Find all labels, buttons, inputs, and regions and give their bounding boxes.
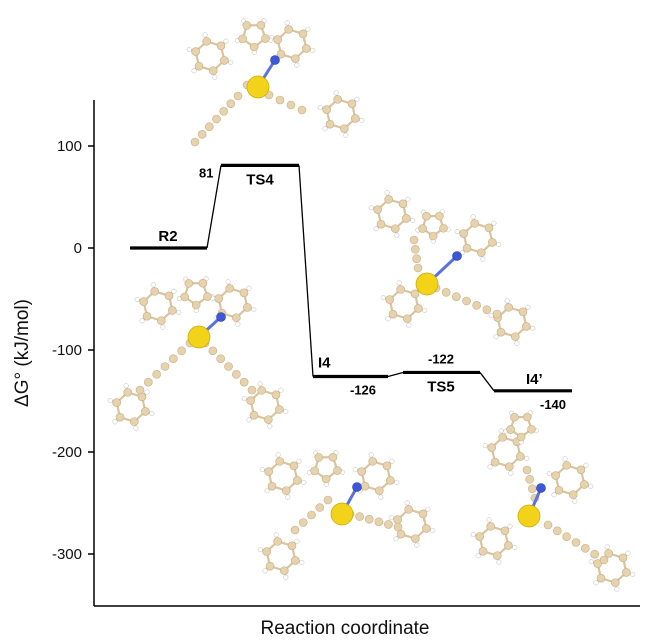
y-tick-label: 100 (57, 138, 82, 155)
connector-line (206, 165, 222, 249)
y-ticks: 100 0 -100 -200 -300 (52, 138, 94, 563)
y-tick-label: -300 (52, 546, 82, 563)
y-tick-label: 0 (74, 240, 82, 257)
r2-structure-icon (107, 276, 289, 431)
y-axis-label: ΔG° (kJ/mol) (12, 299, 33, 407)
state-label: R2 (158, 228, 177, 245)
y-tick-label: -100 (52, 342, 82, 359)
ts5-structure-icon (368, 190, 536, 346)
state-label: I4 (318, 355, 331, 372)
i4prime-structure-icon (470, 410, 636, 592)
state-label: TS5 (427, 378, 455, 395)
energy-value-label: -140 (540, 397, 566, 412)
connector-line (298, 165, 314, 377)
i4-structure-icon (257, 450, 436, 580)
connector-line (387, 371, 404, 378)
state-label: TS4 (246, 171, 274, 188)
energy-value-label: -122 (428, 351, 454, 366)
y-tick-label: -200 (52, 444, 82, 461)
state-label: I4’ (526, 371, 543, 388)
ts4-structure-icon (186, 18, 365, 147)
molecular-structures (107, 18, 636, 592)
x-axis-label: Reaction coordinate (261, 618, 430, 639)
axes: 100 0 -100 -200 -300 Reaction coordinate ΔG°… (12, 100, 640, 639)
energy-profile: R2 TS4 81 I4 -126 TS5 -122 I4’ -140 (130, 163, 572, 412)
energy-value-label: -126 (350, 383, 376, 398)
connector-line (479, 372, 495, 392)
energy-value-label: 81 (199, 165, 213, 180)
